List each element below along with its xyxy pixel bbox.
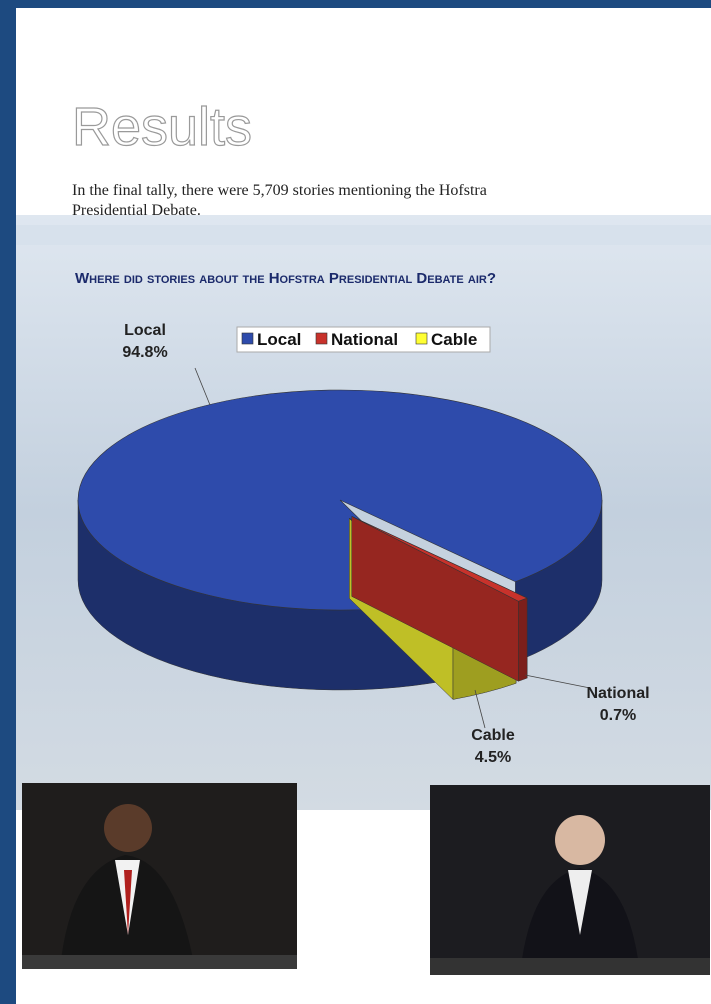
intro-line: Presidential Debate. (72, 202, 201, 219)
pie-side (518, 597, 528, 682)
legend-swatch (415, 332, 428, 345)
legend-swatch (315, 332, 328, 345)
legend-swatch (241, 332, 254, 345)
data-label-value: 0.7% (600, 707, 636, 724)
pie-slice (77, 389, 603, 611)
legend-label: Local (257, 330, 301, 349)
data-label-name: Cable (471, 727, 515, 744)
pie (77, 389, 603, 701)
stars-band (16, 225, 711, 245)
photo-left (22, 783, 297, 969)
legend: Local National Cable (236, 326, 491, 353)
data-label-value: 4.5% (475, 749, 511, 766)
data-label-name: Local (124, 322, 166, 339)
leader-line (524, 674, 591, 689)
legend-label: Cable (431, 330, 477, 349)
leader-line (194, 367, 211, 406)
photo-right (430, 785, 710, 975)
legend-box (236, 326, 491, 353)
chart-title: Where did stories about the Hofstra Pres… (75, 270, 496, 287)
data-label-value: 94.8% (122, 344, 167, 361)
leader-line (474, 689, 486, 729)
intro-line: In the final tally, there were 5,709 sto… (72, 182, 487, 199)
heading: Results (72, 97, 252, 157)
data-label-name: National (586, 685, 649, 702)
pie-slice (351, 516, 528, 602)
legend-label: National (331, 330, 398, 349)
